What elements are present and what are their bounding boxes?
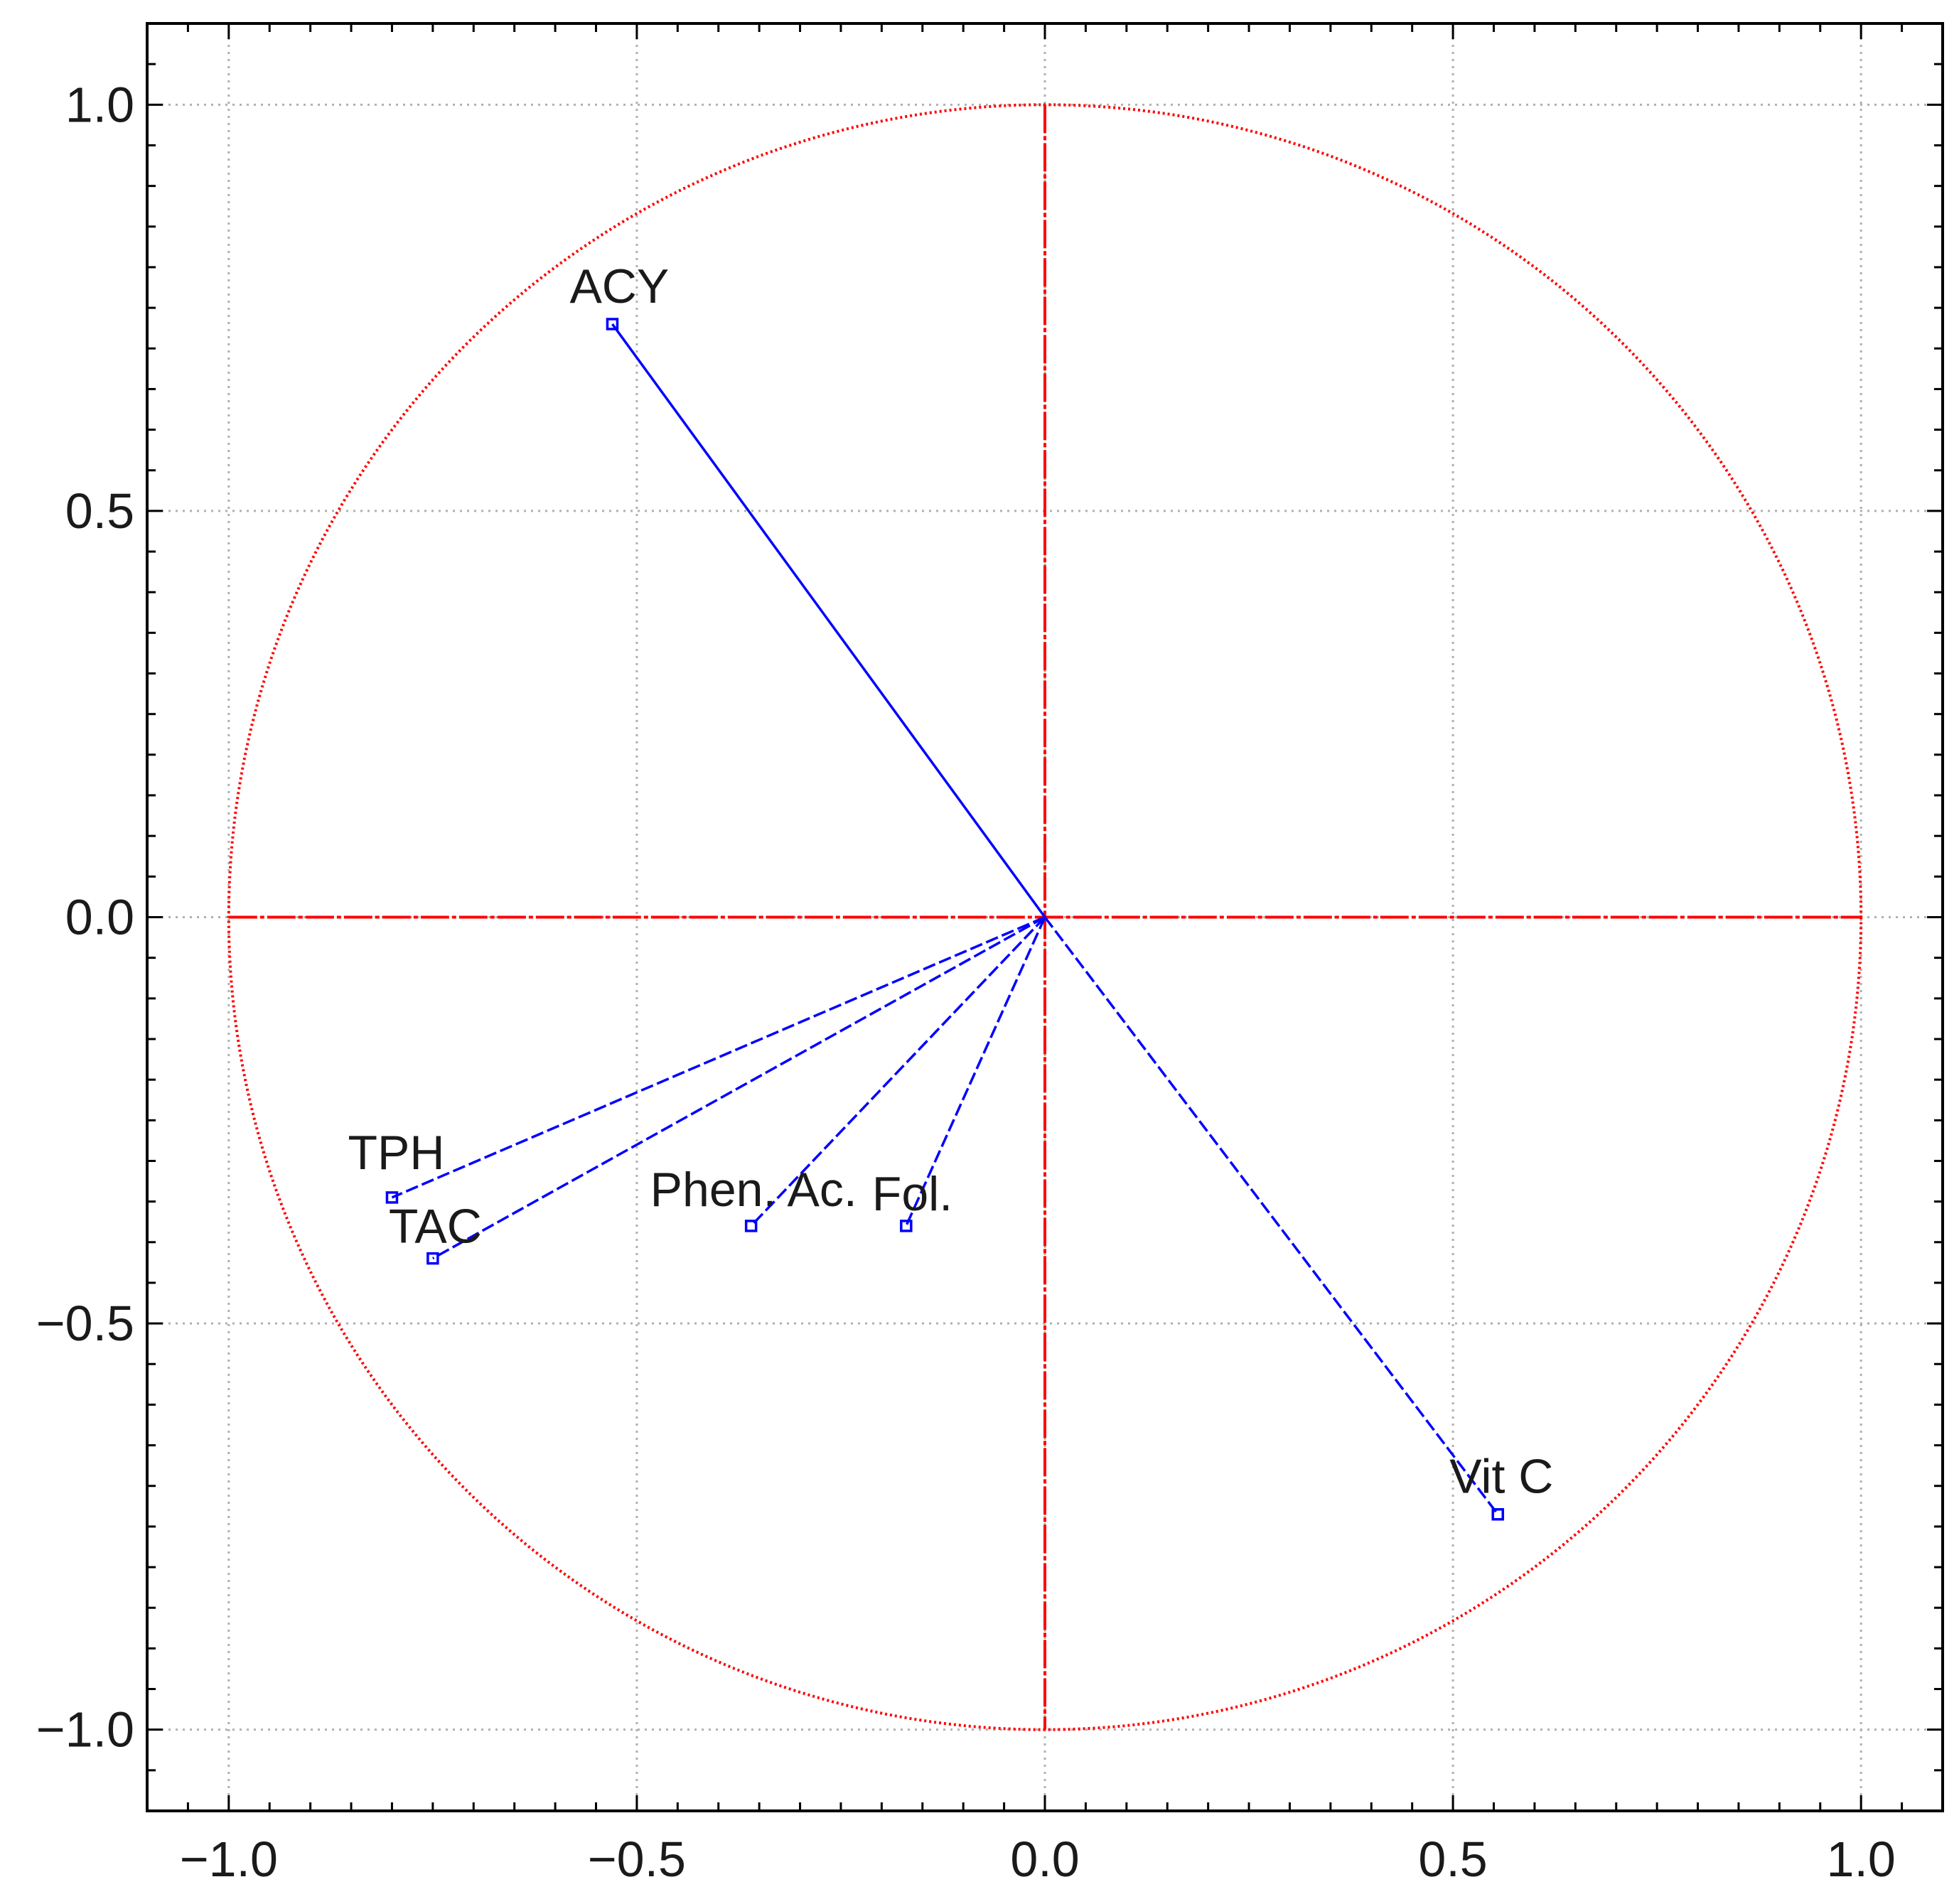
vector-4 xyxy=(905,916,1046,1227)
y-tick-label-2: 0.0 xyxy=(65,890,134,945)
y-tick-label-4: −1.0 xyxy=(36,1702,134,1758)
variable-label-0: ACY xyxy=(569,259,669,313)
point-marker-1 xyxy=(385,1191,399,1204)
point-marker-4 xyxy=(900,1220,913,1232)
y-tick-label-3: −0.5 xyxy=(36,1296,134,1351)
x-tick-label-0: −1.0 xyxy=(180,1832,278,1887)
vector-1 xyxy=(391,915,1046,1199)
y-tick-label-0: 1.0 xyxy=(65,77,134,132)
point-marker-3 xyxy=(744,1220,758,1232)
x-axis-tick-labels: −1.0 −0.5 0.0 0.5 1.0 xyxy=(180,1832,1896,1887)
variable-label-5: Vit C xyxy=(1449,1450,1553,1504)
vector-0 xyxy=(611,323,1046,918)
y-axis-tick-labels: 1.0 0.5 0.0 −0.5 −1.0 xyxy=(36,77,134,1757)
vector-3 xyxy=(750,916,1046,1227)
x-tick-label-3: 0.5 xyxy=(1418,1832,1487,1887)
vector-5 xyxy=(1043,916,1499,1515)
variable-label-3: Phen. Ac. xyxy=(650,1163,857,1217)
variable-vectors xyxy=(385,318,1504,1521)
variable-label-4: Fol. xyxy=(872,1167,952,1221)
point-marker-0 xyxy=(606,318,619,330)
point-marker-2 xyxy=(426,1252,439,1265)
x-tick-label-2: 0.0 xyxy=(1010,1832,1079,1887)
variable-label-2: TAC xyxy=(389,1200,482,1254)
point-marker-5 xyxy=(1491,1507,1504,1521)
variable-label-1: TPH xyxy=(348,1126,444,1180)
axis-ticks xyxy=(146,22,1944,1812)
vector-2 xyxy=(432,915,1046,1260)
x-tick-label-4: 1.0 xyxy=(1827,1832,1896,1887)
variable-labels: ACY TPH TAC Phen. Ac. Fol. Vit C xyxy=(348,259,1553,1504)
x-tick-label-1: −0.5 xyxy=(588,1832,686,1887)
y-tick-label-1: 0.5 xyxy=(65,483,134,539)
